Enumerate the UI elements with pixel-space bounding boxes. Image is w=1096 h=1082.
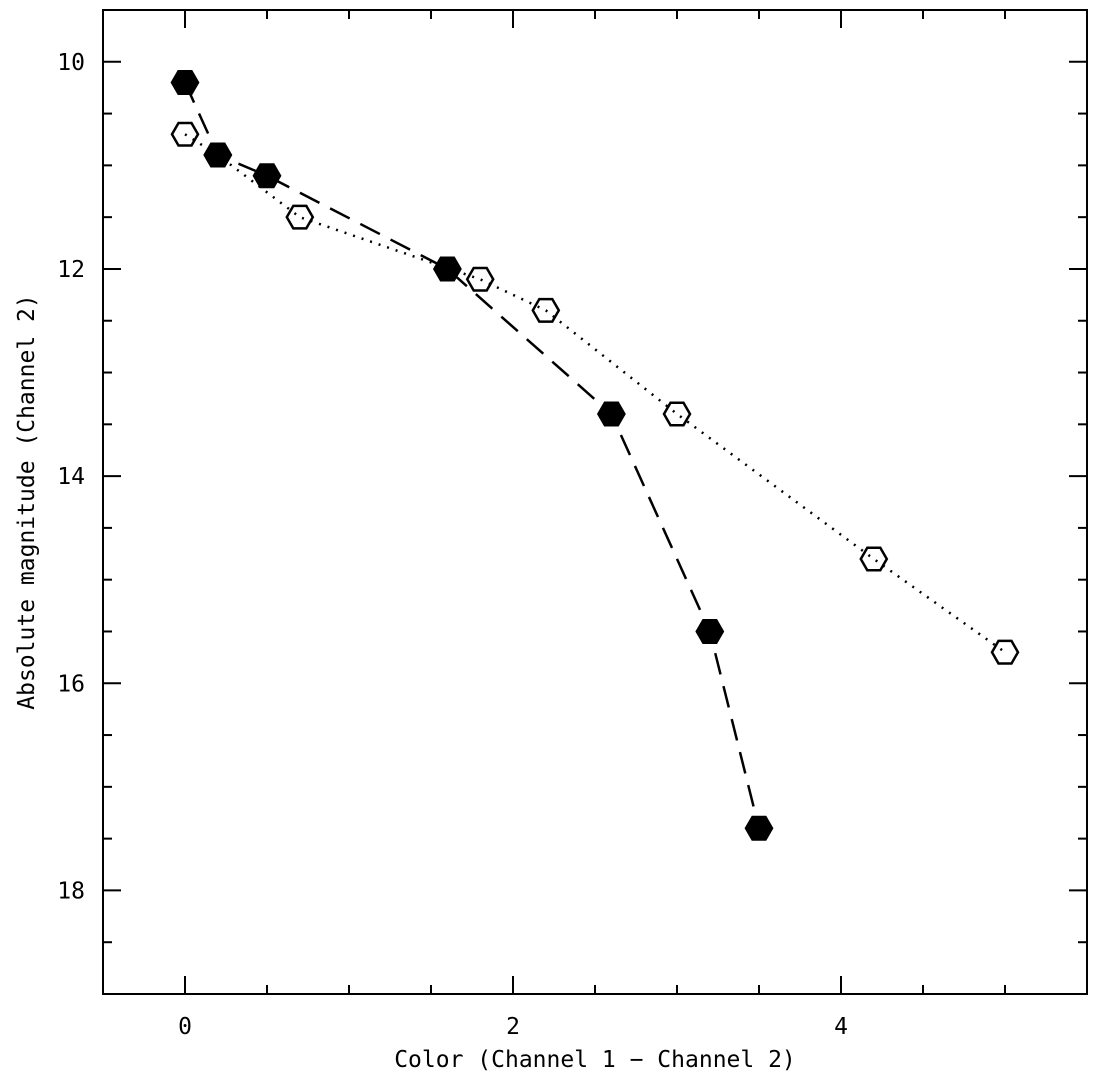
series-2-point (285, 204, 315, 230)
axis-ticks (102, 10, 1088, 994)
y-tick-label: 10 (57, 50, 85, 76)
series-2-line (184, 133, 1006, 654)
series-1-line (183, 81, 761, 829)
series-1-point (170, 70, 200, 96)
plot-frame (102, 9, 1088, 995)
x-tick-label: 2 (506, 1014, 520, 1040)
series-markers (170, 70, 1020, 841)
series-2-point (203, 142, 233, 168)
series-2-point (465, 266, 495, 292)
x-tick-label: 0 (178, 1014, 192, 1040)
series-2-point (859, 546, 889, 572)
series-1-point (695, 618, 725, 644)
series-1-point (596, 401, 626, 427)
series-2-point (531, 297, 561, 323)
y-axis-title: Absolute magnitude (Channel 2) (14, 294, 40, 709)
series-2-point (990, 639, 1020, 665)
series-1-point (252, 163, 282, 189)
x-axis-title: Color (Channel 1 − Channel 2) (394, 1047, 796, 1073)
series-1-point (432, 256, 462, 282)
series-2-point (170, 121, 200, 147)
y-tick-label: 14 (57, 464, 85, 490)
y-tick-label: 16 (57, 671, 85, 697)
x-tick-label: 4 (834, 1014, 848, 1040)
series-1-point (744, 815, 774, 841)
y-tick-label: 12 (57, 257, 85, 283)
series-2-point (662, 401, 692, 427)
series-lines (183, 81, 1006, 829)
tick-labels: 0 2 4 10 12 14 16 18 (57, 50, 848, 1040)
y-tick-label: 18 (57, 878, 85, 904)
